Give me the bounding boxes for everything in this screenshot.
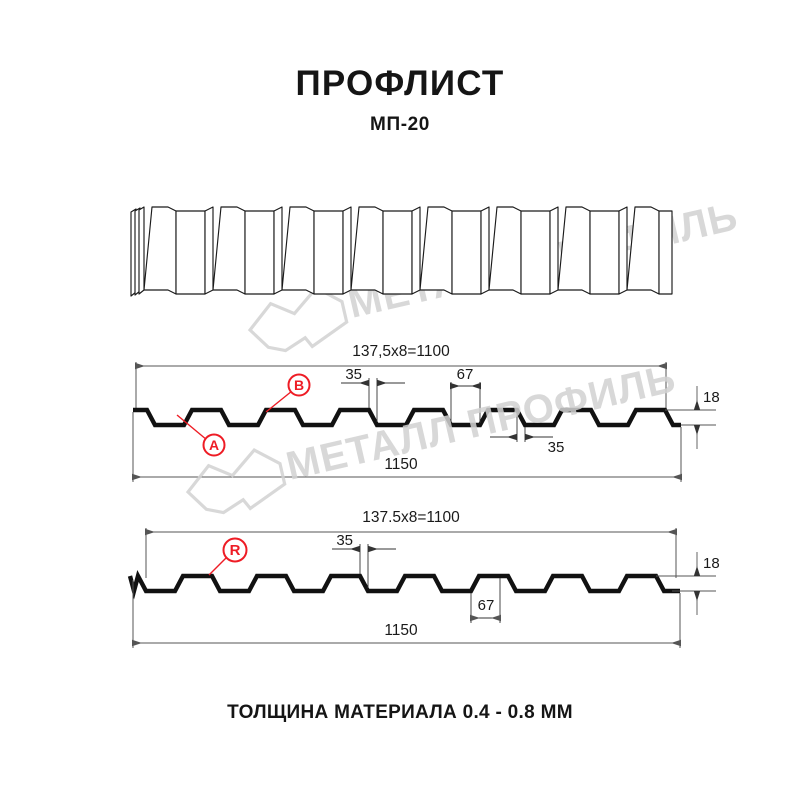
- watermark-logo-icon: [247, 286, 349, 353]
- dim-label-67-b: 67: [478, 597, 495, 614]
- dim-label-bottom-overall-b: 1150: [384, 622, 418, 639]
- callout-r-label: R: [230, 542, 241, 559]
- profile-outline-b: [127, 570, 680, 600]
- dim-label-top-overall: 137,5x8=1100: [352, 343, 450, 360]
- isometric-profile-view: [130, 206, 673, 297]
- profile-outline-a: [133, 407, 681, 428]
- cross-section-diagram-a: 137,5x8=1100 35 67: [132, 343, 720, 482]
- dim-label-35-upper-b: 35: [336, 532, 353, 549]
- dim-label-18-b: 18: [703, 555, 720, 572]
- dim-35-upper-b: [332, 544, 396, 588]
- dim-67-b: [470, 578, 501, 623]
- dim-bottom-1150-b: [132, 580, 681, 648]
- dim-bottom-1150: [132, 412, 682, 482]
- callout-r: R: [208, 537, 248, 576]
- callout-a: A: [176, 414, 226, 457]
- cross-section-diagram-b: 137.5x8=1100 35 67: [127, 509, 720, 648]
- dim-top-1100: [135, 362, 667, 412]
- dim-18-height-b: [656, 552, 716, 615]
- dim-label-bottom-overall: 1150: [384, 456, 418, 473]
- page-subtitle: МП-20: [370, 114, 430, 135]
- dim-label-35-upper: 35: [345, 366, 362, 383]
- watermark-logo-icon: [185, 448, 287, 515]
- material-thickness-note: ТОЛЩИНА МАТЕРИАЛА 0.4 - 0.8 ММ: [227, 702, 573, 723]
- watermark-lower: МЕТАЛЛ ПРОФИЛЬ: [185, 356, 680, 515]
- dim-label-18: 18: [703, 389, 720, 406]
- dim-label-top-overall-b: 137.5x8=1100: [362, 509, 460, 526]
- dim-top-1100-b: [145, 528, 677, 578]
- dim-label-67: 67: [457, 366, 474, 383]
- callout-b: B: [265, 373, 311, 413]
- callout-a-label: A: [209, 437, 219, 453]
- dim-18-height: [665, 386, 716, 449]
- dim-35-upper: [341, 378, 405, 422]
- page-title: ПРОФЛИСТ: [295, 64, 505, 103]
- dim-67: [450, 382, 481, 423]
- dim-label-35-lower: 35: [548, 439, 565, 456]
- dim-35-lower: [490, 412, 553, 442]
- callout-b-label: B: [294, 377, 304, 393]
- watermark-text: МЕТАЛЛ ПРОФИЛЬ: [282, 356, 680, 488]
